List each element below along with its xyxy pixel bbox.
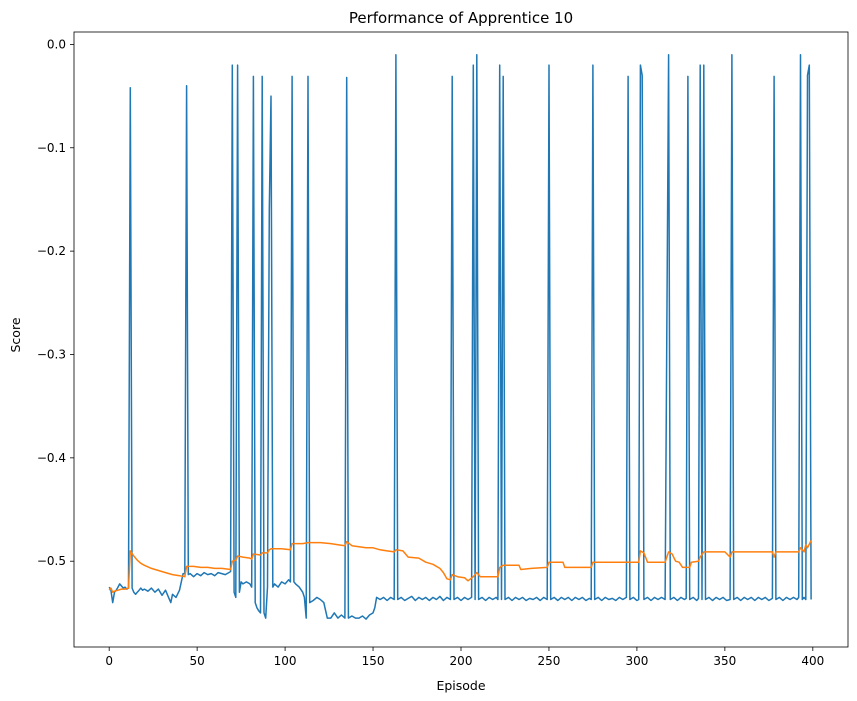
x-tick-label: 300 [625, 654, 648, 668]
chart-title: Performance of Apprentice 10 [349, 9, 573, 27]
y-tick-label: −0.2 [37, 244, 66, 258]
x-tick-label: 100 [274, 654, 297, 668]
x-axis-label: Episode [436, 678, 485, 693]
y-tick-label: −0.5 [37, 554, 66, 568]
y-axis-label: Score [8, 317, 23, 352]
x-tick-label: 150 [362, 654, 385, 668]
plot-area: 0 50 100 150 200 250 300 350 400 0.0 −0.1 −0.2 −0.3 −… [37, 31, 849, 668]
x-tick-label: 50 [189, 654, 204, 668]
x-tick-label: 250 [538, 654, 561, 668]
x-tick-label: 0 [105, 654, 113, 668]
x-tick-label: 400 [801, 654, 824, 668]
y-tick-label: −0.3 [37, 347, 66, 361]
x-tick-label: 200 [450, 654, 473, 668]
x-tick-label: 350 [713, 654, 736, 668]
y-tick-label: −0.1 [37, 141, 66, 155]
series-line-2 [108, 540, 812, 593]
y-tick-label: 0.0 [47, 37, 66, 51]
series-line-1 [108, 53, 812, 620]
y-tick-label: −0.4 [37, 451, 66, 465]
